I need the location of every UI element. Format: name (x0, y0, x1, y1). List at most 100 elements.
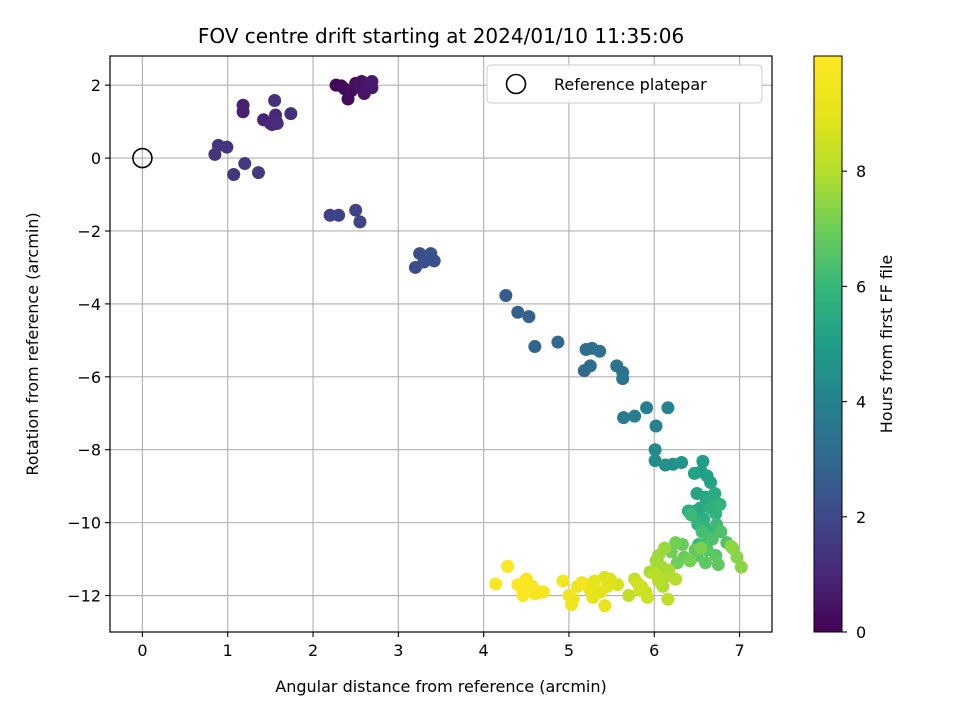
data-point (730, 550, 744, 564)
colorbar-label: Hours from first FF file (877, 255, 896, 434)
plot-frame (109, 55, 773, 633)
data-point (713, 497, 727, 511)
data-point (648, 443, 662, 457)
legend: Reference platepar (486, 64, 763, 104)
y-tick-label: 2 (91, 76, 101, 95)
y-tick-label: −8 (77, 441, 101, 460)
data-point (365, 75, 379, 89)
data-point (516, 589, 530, 603)
data-point (586, 590, 600, 604)
x-tick-label: 3 (393, 641, 403, 660)
y-tick-label: 0 (91, 149, 101, 168)
data-point (501, 559, 515, 573)
y-tick-label: −2 (77, 222, 101, 241)
data-point (332, 208, 346, 222)
chart-title: FOV centre drift starting at 2024/01/10 … (198, 24, 684, 48)
reference-marker (132, 147, 153, 169)
data-point (640, 401, 654, 415)
y-axis-label: Rotation from reference (arcmin) (23, 212, 42, 475)
data-point (565, 598, 579, 612)
data-point (695, 525, 709, 539)
data-point (687, 466, 701, 480)
data-point (551, 335, 565, 349)
y-tick-label: −10 (67, 514, 101, 533)
data-point (669, 572, 683, 586)
data-point (704, 476, 718, 490)
data-point (711, 558, 725, 572)
data-point (593, 344, 607, 358)
colorbar-tick-label: 8 (856, 162, 866, 181)
data-point (669, 536, 683, 550)
data-point (683, 554, 697, 568)
data-point (489, 577, 503, 591)
colorbar-tick-label: 2 (856, 508, 866, 527)
grid-lines (110, 56, 772, 632)
colorbar-ticks: 0 2 4 6 8 (842, 162, 866, 642)
x-axis-ticks: 0 1 2 3 4 5 6 7 (137, 632, 745, 660)
data-point (630, 576, 644, 590)
data-point (705, 532, 719, 546)
data-point (238, 157, 252, 171)
data-point (575, 576, 589, 590)
data-point (511, 305, 525, 319)
legend-entry-label: Reference platepar (554, 75, 707, 94)
data-point (698, 556, 712, 570)
x-tick-label: 7 (734, 641, 744, 660)
x-tick-label: 2 (308, 641, 318, 660)
data-point (427, 254, 441, 268)
data-point (583, 359, 597, 373)
x-tick-label: 5 (564, 641, 574, 660)
data-point (694, 541, 708, 555)
data-point (251, 166, 265, 180)
y-tick-label: −12 (67, 587, 101, 606)
data-point (628, 409, 642, 423)
data-point (670, 556, 684, 570)
colorbar-tick-label: 4 (856, 393, 866, 412)
data-point (649, 419, 663, 433)
data-point (696, 454, 710, 468)
x-tick-label: 1 (223, 641, 233, 660)
data-point (528, 340, 542, 354)
data-point (220, 140, 234, 154)
colorbar-gradient (813, 55, 843, 633)
data-point (647, 567, 661, 581)
data-point (268, 93, 282, 107)
data-point (353, 215, 367, 229)
x-tick-label: 0 (137, 641, 147, 660)
data-point (714, 525, 728, 539)
data-point (622, 589, 636, 603)
y-axis-ticks: −12 −10 −8 −6 −4 −2 0 2 (67, 76, 110, 606)
data-point (661, 592, 675, 606)
x-axis-label: Angular distance from reference (arcmin) (275, 677, 606, 696)
data-point (675, 455, 689, 469)
y-tick-label: −6 (77, 368, 101, 387)
data-point (734, 560, 748, 574)
colorbar-tick-label: 6 (856, 277, 866, 296)
reference-point (132, 147, 153, 169)
data-point (227, 167, 241, 181)
data-point (598, 599, 612, 613)
y-tick-label: −4 (77, 295, 101, 314)
data-point (511, 578, 525, 592)
data-point (284, 107, 298, 121)
data-point (522, 310, 536, 324)
data-point (617, 411, 631, 425)
data-point (648, 454, 662, 468)
data-point (556, 574, 570, 588)
colorbar-tick-label: 0 (856, 623, 866, 642)
data-point (236, 98, 250, 112)
data-point (661, 401, 675, 415)
legend-box (486, 64, 763, 104)
x-tick-label: 6 (649, 641, 659, 660)
data-point (708, 486, 722, 500)
data-point (349, 203, 363, 217)
scatter-points (208, 75, 748, 613)
x-tick-label: 4 (479, 641, 489, 660)
legend-marker-icon (505, 73, 527, 95)
data-point (684, 508, 698, 522)
data-point (724, 539, 738, 553)
data-point (270, 116, 284, 130)
data-point (616, 372, 630, 386)
data-point (499, 289, 513, 303)
